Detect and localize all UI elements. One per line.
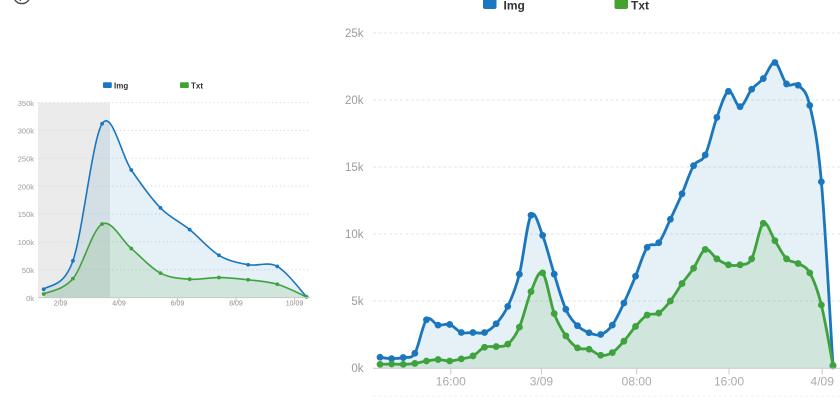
- svg-text:20k: 20k: [345, 95, 364, 107]
- svg-text:Img: Img: [114, 81, 128, 90]
- svg-text:200k: 200k: [18, 182, 35, 191]
- svg-text:3/09: 3/09: [530, 375, 554, 389]
- svg-text:5k: 5k: [351, 296, 363, 308]
- svg-text:08:00: 08:00: [622, 375, 652, 389]
- svg-text:350k: 350k: [18, 99, 35, 108]
- svg-text:100k: 100k: [18, 238, 35, 247]
- svg-text:Txt: Txt: [631, 0, 649, 13]
- svg-text:16:00: 16:00: [436, 375, 466, 389]
- svg-text:250k: 250k: [18, 155, 35, 164]
- svg-text:8/09: 8/09: [229, 301, 243, 308]
- svg-text:2/09: 2/09: [54, 301, 68, 308]
- svg-text:0k: 0k: [351, 363, 363, 375]
- svg-text:16:00: 16:00: [714, 375, 744, 389]
- svg-text:Txt: Txt: [191, 81, 203, 90]
- svg-text:10/09: 10/09: [286, 301, 304, 308]
- svg-text:300k: 300k: [18, 127, 35, 136]
- svg-text:150k: 150k: [18, 210, 35, 219]
- svg-text:4/09: 4/09: [811, 375, 835, 389]
- svg-text:0k: 0k: [26, 294, 34, 303]
- svg-text:50k: 50k: [22, 266, 34, 275]
- svg-text:25k: 25k: [345, 28, 364, 40]
- svg-text:15k: 15k: [345, 162, 364, 174]
- svg-text:4/09: 4/09: [112, 301, 126, 308]
- svg-text:10k: 10k: [345, 229, 364, 241]
- svg-text:6/09: 6/09: [171, 301, 185, 308]
- svg-text:Img: Img: [504, 0, 525, 13]
